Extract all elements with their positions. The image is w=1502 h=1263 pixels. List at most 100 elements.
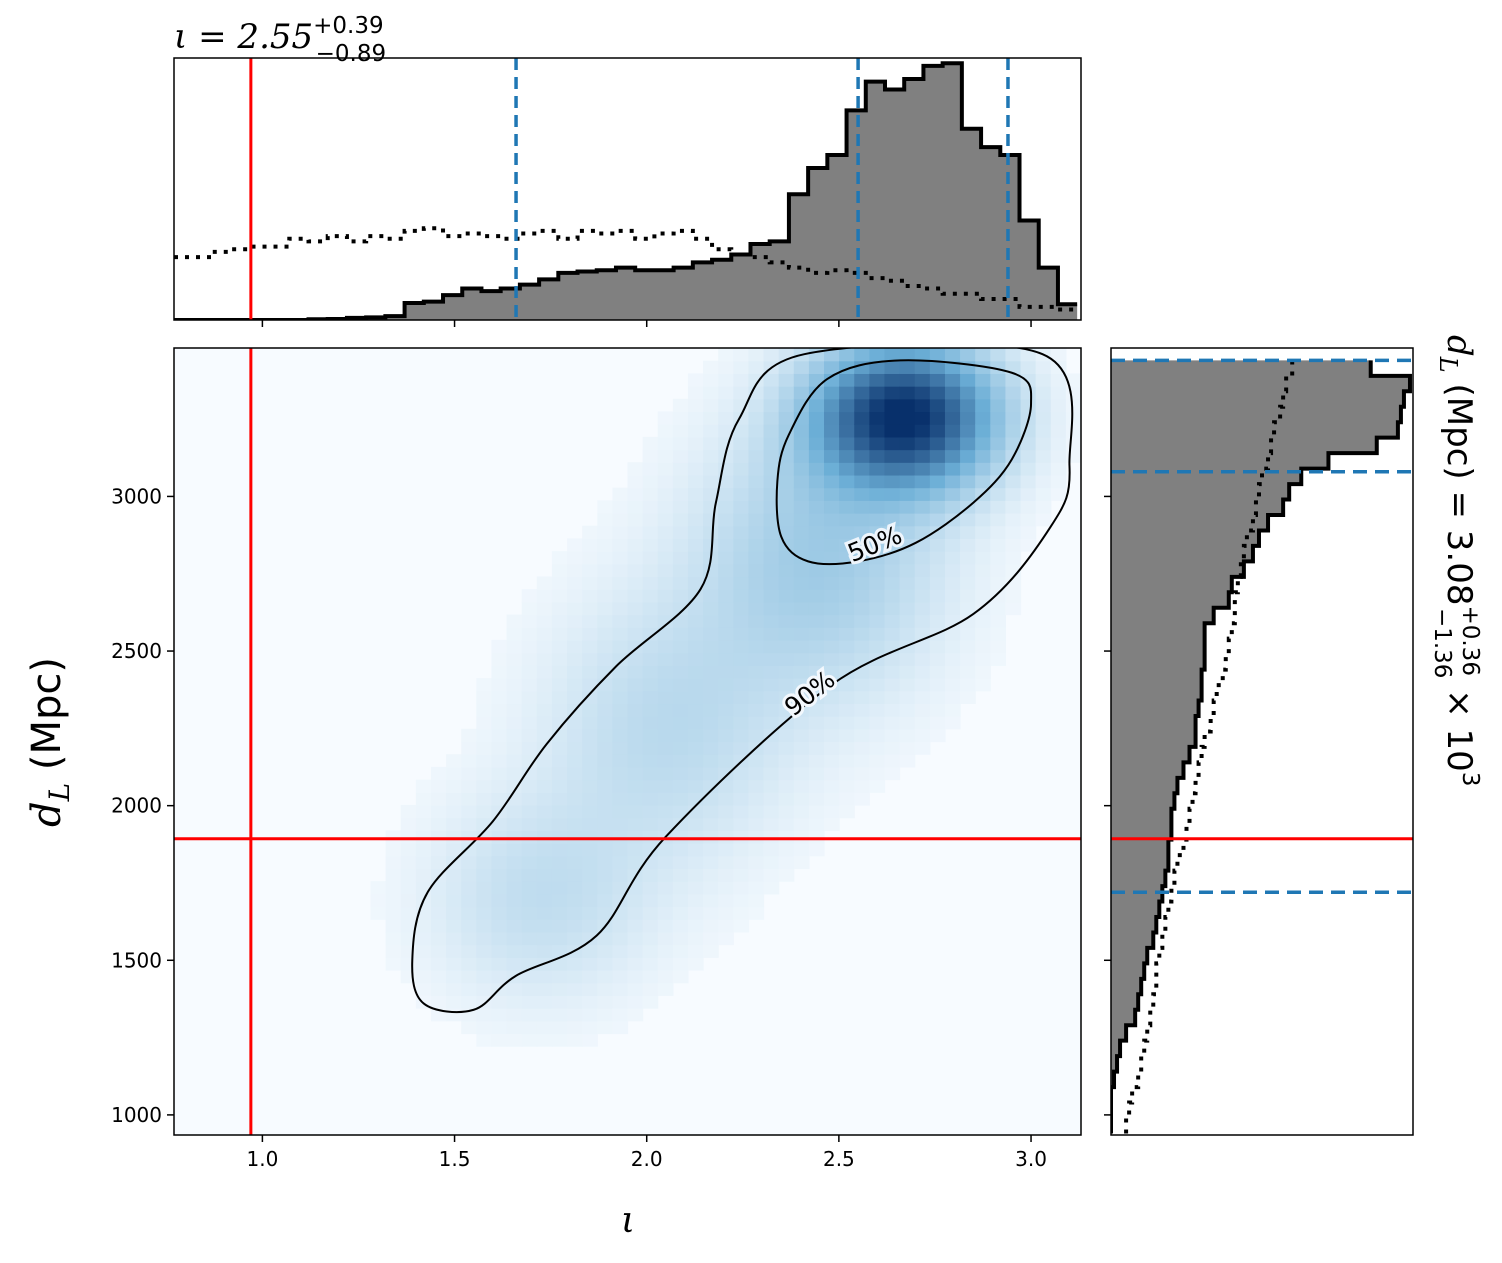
heatmap-cell [491,639,508,654]
heatmap-cell [597,830,613,844]
heatmap-cell [567,969,583,984]
heatmap-cell [839,576,855,590]
heatmap-cell [551,627,568,641]
heatmap-cell [703,563,719,578]
heatmap-cell [839,728,855,743]
heatmap-cell [884,360,901,374]
heatmap-cell [839,373,855,387]
heatmap-cell [854,398,870,413]
heatmap-cell [899,474,916,489]
heatmap-cell [567,614,583,628]
heatmap-cell [551,868,568,882]
heatmap-cell [642,804,659,819]
heatmap-cell [597,931,613,946]
heatmap-cell [899,652,916,666]
heatmap-cell [808,538,825,552]
heatmap-cell [506,627,523,641]
heatmap-cell [536,652,553,666]
heatmap-cell [597,513,613,527]
heatmap-cell [763,474,780,489]
heatmap-cell [884,487,901,501]
heatmap-cell [551,741,568,755]
heatmap-cell [491,779,508,793]
heatmap-cell [718,868,734,882]
heatmap-cell [385,906,402,920]
heatmap-cell [597,995,613,1009]
heatmap-cell [506,1033,523,1047]
heatmap-cell [506,843,523,857]
heatmap-cell [385,830,402,844]
heatmap-cell [778,589,795,603]
heatmap-cell [748,360,765,374]
heatmap-cell [748,411,765,425]
x-tick-label: 1.5 [439,1147,471,1171]
heatmap-cell [975,551,991,565]
right-credible-lines [1111,358,1413,895]
heatmap-cell [672,551,689,565]
heatmap-cell [657,969,674,984]
heatmap-cell [975,462,991,476]
heatmap-cell [430,855,447,870]
heatmap-cell [612,919,629,933]
heatmap-cell [627,525,644,540]
heatmap-cell [899,500,916,514]
heatmap-cell [446,779,462,793]
heatmap-cell [687,728,704,743]
heatmap-cell [929,449,946,463]
heatmap-cell [687,843,704,857]
heatmap-cell [491,754,508,768]
heatmap-cell [929,373,946,387]
heatmap-cell [975,576,991,590]
heatmap-cell [627,487,644,501]
heatmap-cell [672,969,689,984]
heatmap-cell [612,728,629,743]
heatmap-cell [506,754,523,768]
heatmap-cell [854,462,870,476]
heatmap-cell [808,792,825,806]
heatmap-cell [944,386,961,400]
heatmap-cell [657,525,674,540]
heatmap-cell [808,728,825,743]
heatmap-cell [929,639,946,654]
heatmap-cell [642,931,659,946]
heatmap-cell [748,868,765,882]
heatmap-cell [824,436,840,451]
heatmap-cell [960,563,976,578]
heatmap-cell [567,804,583,819]
heatmap-cell [476,766,493,781]
heatmap-cell [703,690,719,705]
heatmap-cell [612,563,629,578]
heatmap-cell [597,525,613,540]
heatmap-cell [824,576,840,590]
heatmap-cell [687,538,704,552]
heatmap-cell [567,830,583,844]
heatmap-cell [929,652,946,666]
heatmap-cell [491,1033,508,1047]
heatmap-cell [808,500,825,514]
heatmap-cell [597,639,613,654]
heatmap-cell [567,754,583,768]
heatmap-cell [914,614,931,628]
heatmap-cell [627,639,644,654]
heatmap-cell [476,982,493,996]
heatmap-cell [536,817,553,831]
heatmap-cell [446,944,462,958]
heatmap-cell [1005,487,1022,501]
heatmap-cell [612,1008,629,1022]
heatmap-cell [1035,500,1052,514]
heatmap-cell [627,601,644,616]
heatmap-cell [687,614,704,628]
heatmap-cell [763,754,780,768]
heatmap-cell [582,817,598,831]
heatmap-cell [627,906,644,920]
heatmap-cell [975,500,991,514]
heatmap-cell [612,1020,629,1035]
heatmap-cell [718,881,734,895]
heatmap-cell [748,614,765,628]
heatmap-cell [718,843,734,857]
heatmap-cell [536,1008,553,1022]
heatmap-cell [521,919,538,933]
heatmap-cell [839,678,855,692]
heatmap-cell [687,817,704,831]
heatmap-cell [778,525,795,540]
